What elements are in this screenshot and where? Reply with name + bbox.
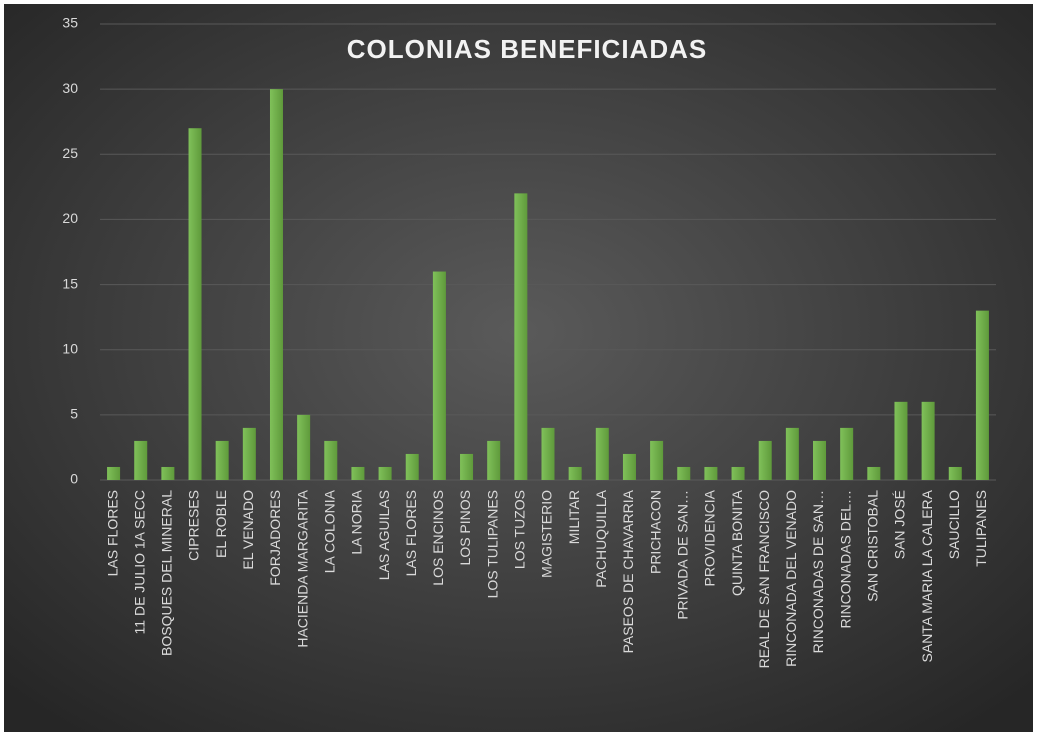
bar bbox=[297, 414, 311, 480]
x-tick-label: 11 DE JULIO 1A SECC bbox=[131, 490, 147, 634]
bar bbox=[921, 401, 935, 480]
bar bbox=[867, 466, 881, 480]
bar bbox=[324, 440, 338, 480]
x-tick-label: SANTA MARIA LA CALERA bbox=[919, 489, 935, 662]
y-tick-label: 0 bbox=[70, 471, 78, 487]
bar bbox=[758, 440, 772, 480]
x-tick-label: RINCONADAS DE SAN… bbox=[810, 490, 826, 653]
bar bbox=[677, 466, 691, 480]
x-tick-label: LAS FLORES bbox=[403, 490, 419, 576]
x-tick-label: RINCONADAS DEL… bbox=[837, 490, 853, 628]
bar bbox=[650, 440, 664, 480]
x-tick-label: MAGISTERIO bbox=[539, 490, 555, 578]
x-tick-label: CIPRESES bbox=[186, 490, 202, 561]
x-tick-label: EL VENADO bbox=[240, 490, 256, 570]
x-tick-label: RINCONADA DEL VENADO bbox=[783, 490, 799, 667]
y-tick-label: 10 bbox=[62, 340, 78, 356]
x-tick-label: PRICHACON bbox=[647, 490, 663, 574]
bar bbox=[269, 89, 283, 481]
bar bbox=[188, 128, 202, 480]
bar bbox=[134, 440, 148, 480]
x-tick-label: LA NORIA bbox=[349, 489, 365, 554]
x-tick-label: FORJADORES bbox=[267, 490, 283, 586]
bar bbox=[894, 401, 908, 480]
x-tick-label: PROVIDENCIA bbox=[702, 489, 718, 586]
bar bbox=[840, 427, 854, 480]
y-tick-label: 35 bbox=[62, 15, 78, 31]
bar bbox=[541, 427, 555, 480]
x-tick-label: REAL DE SAN FRANCISCO bbox=[756, 490, 772, 669]
x-tick-label: PACHUQUILLA bbox=[593, 489, 609, 587]
bar bbox=[568, 466, 582, 480]
bar bbox=[731, 466, 745, 480]
y-tick-label: 15 bbox=[62, 275, 78, 291]
bar bbox=[948, 466, 962, 480]
x-tick-label: HACIENDA MARGARITA bbox=[294, 489, 310, 647]
x-tick-label: SAUCILLO bbox=[946, 490, 962, 559]
x-tick-label: SAN JOSÉ bbox=[892, 490, 908, 559]
bar bbox=[432, 271, 446, 480]
x-tick-label: LOS ENCINOS bbox=[430, 490, 446, 586]
x-tick-label: PASEOS DE CHAVARRIA bbox=[620, 489, 636, 653]
bar bbox=[487, 440, 501, 480]
x-tick-label: SAN CRISTOBAL bbox=[865, 490, 881, 602]
x-tick-label: TULIPANES bbox=[973, 490, 989, 567]
x-tick-label: EL ROBLE bbox=[213, 490, 229, 558]
bar bbox=[107, 466, 121, 480]
bar bbox=[704, 466, 718, 480]
y-tick-label: 30 bbox=[62, 80, 78, 96]
bar bbox=[813, 440, 827, 480]
bar bbox=[460, 453, 474, 480]
bar bbox=[215, 440, 229, 480]
x-tick-label: LA COLONIA bbox=[321, 489, 337, 573]
bar bbox=[622, 453, 636, 480]
bar bbox=[242, 427, 256, 480]
bar bbox=[514, 193, 528, 480]
x-tick-label: LOS PINOS bbox=[457, 490, 473, 565]
bar bbox=[405, 453, 419, 480]
x-tick-label: MILITAR bbox=[566, 490, 582, 544]
bar bbox=[378, 466, 392, 480]
x-tick-label: BOSQUES DEL MINERAL bbox=[159, 490, 175, 656]
x-tick-label: LOS TUZOS bbox=[512, 490, 528, 569]
y-tick-label: 5 bbox=[70, 406, 78, 422]
bar bbox=[975, 310, 989, 480]
bar bbox=[161, 466, 175, 480]
y-tick-label: 20 bbox=[62, 210, 78, 226]
x-tick-label: LAS AGUILAS bbox=[376, 490, 392, 580]
bar bbox=[351, 466, 365, 480]
x-tick-label: LOS TULIPANES bbox=[484, 490, 500, 598]
y-tick-label: 25 bbox=[62, 145, 78, 161]
bar bbox=[595, 427, 609, 480]
chart-title: COLONIAS BENEFICIADAS bbox=[347, 34, 707, 64]
x-tick-label: PRIVADA DE SAN… bbox=[674, 490, 690, 620]
x-tick-label: QUINTA BONITA bbox=[729, 489, 745, 596]
bar bbox=[785, 427, 799, 480]
x-tick-label: LAS FLORES bbox=[104, 490, 120, 576]
